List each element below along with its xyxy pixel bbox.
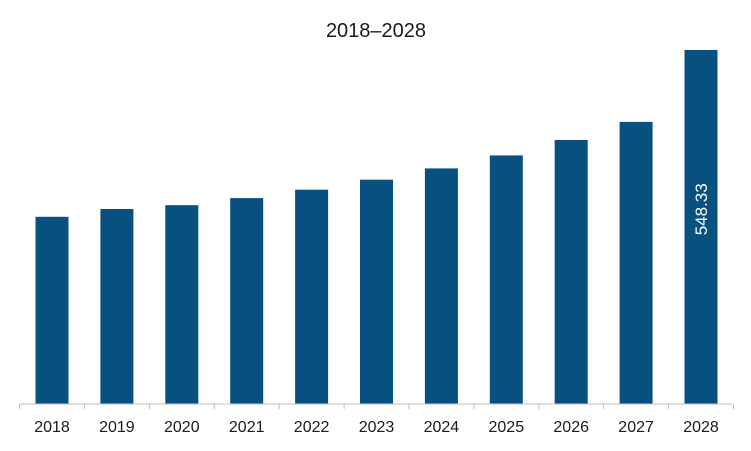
bar-2027	[619, 121, 653, 405]
x-tick-label-2022: 2022	[294, 419, 330, 436]
bar-2025	[489, 155, 523, 404]
data-label-2028: 548.33	[692, 183, 711, 235]
data-labels-group: 548.33	[692, 183, 711, 235]
x-axis-ticks	[19, 404, 734, 409]
x-tick-label-2024: 2024	[424, 419, 460, 436]
bar-2026	[554, 140, 588, 404]
bar-2018	[35, 216, 69, 404]
bars-group	[35, 50, 718, 405]
bar-2024	[424, 168, 458, 404]
x-tick-label-2026: 2026	[553, 419, 589, 436]
bar-2023	[360, 179, 393, 404]
x-tick-label-2028: 2028	[683, 419, 719, 436]
x-tick-label-2023: 2023	[359, 419, 395, 436]
bar-2021	[230, 198, 264, 404]
x-tick-label-2019: 2019	[99, 419, 135, 436]
x-tick-label-2027: 2027	[618, 419, 654, 436]
x-tick-label-2018: 2018	[34, 419, 70, 436]
bar-2020	[165, 205, 199, 404]
bar-2028	[684, 50, 718, 404]
bar-2019	[100, 209, 134, 404]
x-axis-labels: 2018 2019 2020 2021 2022 2023 2024 2025 2026 2027…	[34, 419, 719, 436]
x-tick-label-2020: 2020	[164, 419, 200, 436]
bar-2022	[295, 189, 329, 404]
x-tick-label-2025: 2025	[489, 419, 525, 436]
chart-title: 2018–2028	[326, 20, 426, 42]
x-tick-label-2021: 2021	[229, 419, 265, 436]
